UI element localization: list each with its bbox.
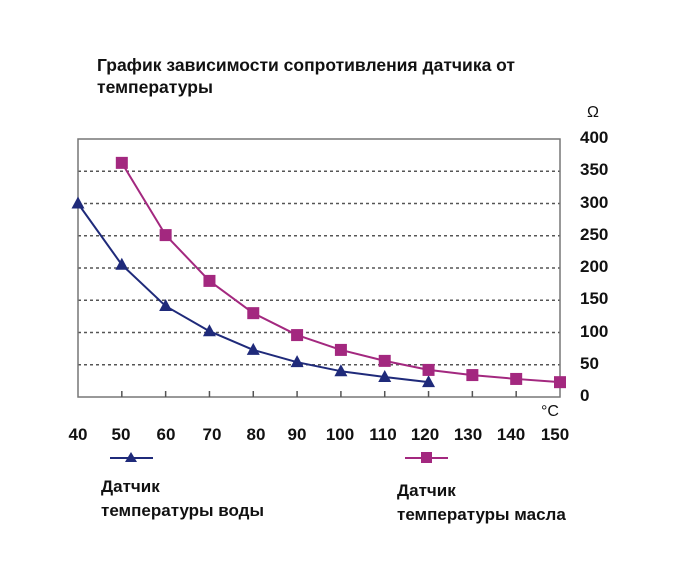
y-tick-label: 200 [580,257,609,276]
triangle-marker-icon [71,196,85,209]
square-marker-icon [421,452,432,463]
legend-water-line2: температуры воды [101,501,264,520]
square-marker-icon [115,156,128,169]
x-tick-marks [121,391,517,397]
triangle-marker-icon [202,324,216,337]
triangle-marker-icon [422,375,436,388]
y-tick-label: 350 [580,160,609,180]
square-marker-icon [159,229,172,242]
y-tick-label: 250 [580,224,609,244]
triangle-marker-icon [115,257,129,270]
square-marker-icon [422,363,435,376]
x-tick-label: 110 [369,425,397,444]
square-marker-icon [378,354,391,367]
x-tick-label: 140 [496,425,526,444]
plot-frame [77,138,561,398]
legend-water-glyph [110,452,153,462]
triangle-marker-icon [378,370,392,383]
series-layer [71,156,566,389]
legend-oil-line1: Датчик [397,481,456,500]
square-marker-icon [334,343,347,356]
square-marker-icon [203,274,216,287]
legend-oil-label: Датчик температуры масла [397,479,566,527]
legend-oil-glyph [405,452,448,463]
x-axis-unit: °C [541,403,559,420]
triangle-marker-icon [159,299,173,312]
series-line [77,202,429,384]
square-marker-icon [247,307,260,320]
chart-title-line1: График зависимости сопротивления датчика… [97,55,515,75]
x-tick-label: 50 [111,425,131,444]
x-tick-label: 130 [453,425,483,444]
square-marker-icon [291,329,304,342]
y-tick-label: 150 [580,289,609,309]
square-marker-icon [510,372,523,385]
y-tick-label: 400 [580,128,609,147]
square-marker-icon [554,376,566,389]
x-tick-label: 150 [540,425,570,444]
chart-title: График зависимости сопротивления датчика… [97,54,557,98]
legend-water-label: Датчик температуры воды [101,475,264,523]
series-water [71,196,436,388]
x-tick-label: 90 [287,425,307,444]
y-tick-label: 100 [580,321,609,341]
chart-title-line2: температуры [97,77,213,97]
legend-water-line1: Датчик [101,477,160,496]
y-axis-unit: Ω [587,104,599,121]
square-marker-icon [466,369,479,382]
y-tick-label: 50 [580,353,599,373]
x-tick-label: 120 [410,425,440,444]
triangle-marker-icon [246,342,260,355]
x-tick-label: 60 [156,425,176,444]
triangle-marker-icon [125,452,137,462]
x-tick-label: 100 [325,425,355,444]
x-tick-label: 40 [68,425,88,444]
triangle-marker-icon [290,355,304,368]
legend-oil-line2: температуры масла [397,505,566,524]
series-oil [115,156,566,389]
y-tick-label: 300 [580,192,609,212]
x-tick-label: 80 [246,425,266,444]
triangle-marker-icon [334,364,348,377]
y-tick-label: 0 [580,386,590,405]
x-tick-label: 70 [202,425,222,444]
gridlines [78,170,560,366]
